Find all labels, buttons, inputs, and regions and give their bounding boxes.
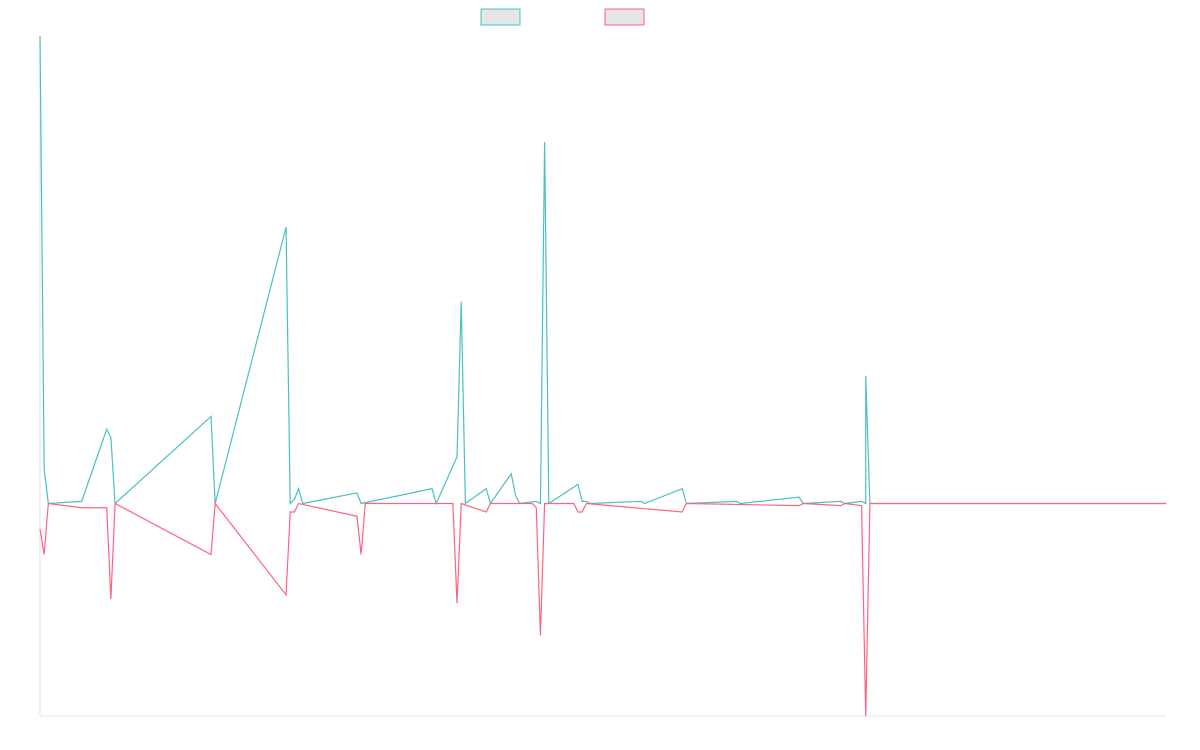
series-2 xyxy=(39,501,1166,717)
series-1 xyxy=(39,35,1166,506)
series-2-line xyxy=(39,501,1166,717)
series-layer xyxy=(39,35,1166,717)
legend-swatch-series-1 xyxy=(480,8,521,26)
axes xyxy=(39,36,1166,717)
legend xyxy=(480,8,645,26)
legend-swatch-series-2 xyxy=(604,8,645,26)
series-1-line xyxy=(39,35,1166,506)
